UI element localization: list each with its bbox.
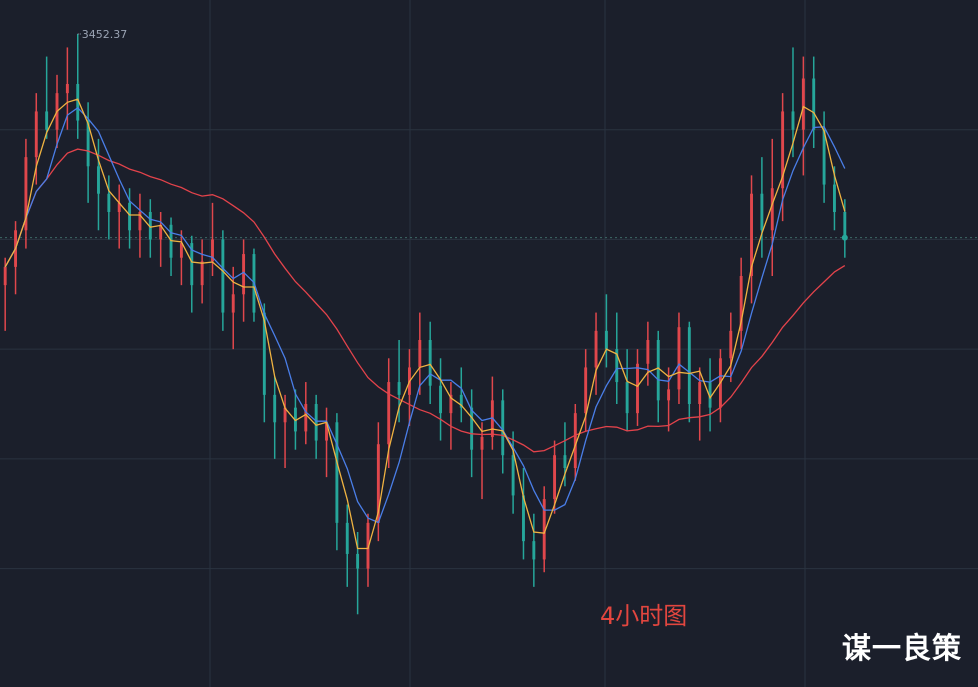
candle-body (822, 129, 826, 185)
candle-body (24, 157, 28, 231)
candle-body (708, 382, 712, 408)
candle-body (159, 224, 163, 240)
candle-body (283, 407, 287, 423)
candle-body (470, 407, 474, 450)
candle-body (553, 455, 557, 500)
candle-body (584, 367, 588, 414)
candle-body (397, 382, 401, 395)
candle-body (687, 327, 691, 404)
candle-body (211, 239, 214, 262)
labels: 3452.37 (77, 28, 128, 41)
high-price-label: 3452.37 (82, 28, 128, 41)
candle-body (439, 385, 442, 414)
candle-body (3, 266, 7, 286)
candle-body (739, 276, 743, 331)
candle-body (376, 444, 380, 523)
candle-body (418, 340, 422, 368)
candle-body (34, 111, 38, 158)
candle-body (750, 193, 753, 276)
candle-body (615, 349, 619, 383)
candle-body (325, 422, 328, 441)
candle-body (231, 294, 235, 313)
candle-body (843, 212, 847, 238)
moving-averages (4, 98, 846, 550)
candle-body (833, 184, 836, 212)
candle-body (335, 422, 339, 523)
candle-body (812, 78, 816, 130)
candle-body (677, 327, 681, 390)
candle-body (97, 166, 100, 194)
candle-body (449, 394, 453, 414)
candle-body (190, 243, 194, 286)
candles (3, 33, 847, 615)
candle-body (356, 553, 360, 569)
candle-body (221, 239, 225, 313)
candle-body (604, 330, 608, 350)
candle-body (480, 436, 484, 450)
candle-body (128, 202, 132, 231)
candle-body (781, 111, 785, 189)
candle-body (242, 254, 246, 295)
candle-body (107, 193, 111, 212)
candle-body (138, 212, 142, 231)
candle-body (563, 455, 567, 468)
candle-body (117, 202, 121, 212)
candle-body (179, 243, 183, 258)
candle-body (636, 363, 639, 414)
candle-body (760, 193, 764, 231)
candle-body (791, 111, 795, 130)
candle-body (532, 541, 536, 560)
candle-body (511, 455, 515, 496)
candle-body (273, 394, 277, 423)
candle-body (345, 522, 349, 554)
candle-body (625, 382, 629, 414)
candle-body (573, 413, 577, 468)
candle-body (387, 382, 391, 445)
candle-body (45, 111, 49, 130)
candle-body (262, 312, 266, 395)
candle-body (667, 389, 671, 401)
candle-body (729, 330, 733, 359)
candle-body (65, 84, 69, 94)
ma-fast-line (4, 98, 846, 550)
candle-body (594, 330, 598, 368)
candle-body (86, 120, 90, 167)
candle-body (200, 261, 204, 286)
candle-body (542, 499, 546, 560)
ma-slow-line (4, 148, 846, 453)
candle-body (656, 340, 660, 401)
candle-body (770, 188, 774, 231)
candle-body (428, 340, 432, 386)
watermark-logo: 谋一良策 (841, 631, 962, 665)
candle-body (148, 212, 152, 240)
candle-body (314, 404, 318, 441)
candle-body (501, 400, 505, 456)
timeframe-caption: 4小时图 (600, 602, 688, 630)
candle-body (646, 340, 650, 364)
candle-body (459, 394, 463, 408)
ma-mid-line (4, 106, 846, 524)
candle-body (698, 382, 702, 404)
candle-body (76, 84, 80, 121)
candle-body (522, 495, 525, 542)
candle-body (304, 404, 308, 432)
candle-body (801, 78, 805, 130)
candle-body (366, 522, 370, 569)
